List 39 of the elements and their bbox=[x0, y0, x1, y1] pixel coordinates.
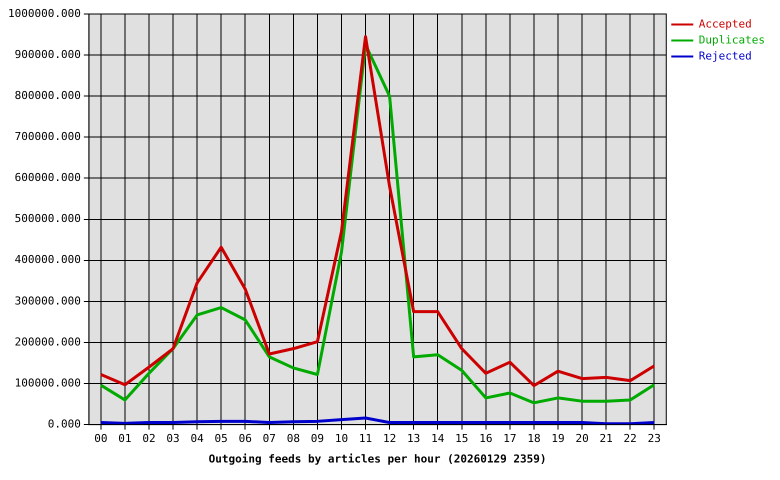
x-tick-label: 14 bbox=[431, 432, 445, 446]
x-tick-label: 13 bbox=[407, 432, 420, 446]
y-tick-label: 600000.000 bbox=[14, 171, 81, 184]
x-tick-label: 18 bbox=[527, 432, 541, 446]
x-tick-label: 09 bbox=[310, 432, 324, 446]
y-tick-label: 100000.000 bbox=[14, 376, 81, 390]
x-tick-label: 02 bbox=[142, 432, 156, 446]
x-tick-label: 01 bbox=[118, 432, 132, 446]
x-tick-label: 05 bbox=[214, 432, 228, 446]
y-tick-label: 900000.000 bbox=[14, 48, 81, 61]
x-axis-title: Outgoing feeds by articles per hour (20260129 2359) bbox=[208, 452, 546, 466]
y-tick-label: 300000.000 bbox=[14, 294, 81, 308]
x-tick-label: 08 bbox=[286, 432, 300, 446]
x-tick-label: 17 bbox=[503, 432, 517, 446]
x-tick-label: 07 bbox=[262, 432, 276, 446]
y-tick-label: 500000.000 bbox=[14, 212, 81, 226]
x-tick-label: 00 bbox=[94, 432, 108, 446]
x-tick-label: 04 bbox=[190, 432, 204, 446]
legend-label: Rejected bbox=[698, 49, 752, 62]
y-tick-label: 400000.000 bbox=[14, 253, 81, 266]
x-tick-label: 12 bbox=[382, 432, 396, 446]
x-tick-label: 20 bbox=[575, 432, 589, 446]
x-tick-label: 15 bbox=[455, 432, 468, 446]
x-tick-label: 21 bbox=[600, 432, 613, 446]
y-tick-label: 0.000 bbox=[48, 417, 81, 430]
x-tick-label: 16 bbox=[479, 432, 492, 446]
x-tick-label: 03 bbox=[166, 432, 180, 446]
legend-label: Duplicates bbox=[698, 33, 766, 46]
x-tick-label: 11 bbox=[358, 432, 372, 446]
x-tick-label: 22 bbox=[624, 432, 637, 446]
x-tick-label: 19 bbox=[551, 432, 565, 446]
x-tick-label: 06 bbox=[238, 432, 252, 446]
x-tick-label: 10 bbox=[334, 432, 348, 446]
y-tick-label: 700000.000 bbox=[14, 130, 81, 144]
y-tick-label: 1000000.000 bbox=[8, 6, 81, 20]
y-tick-label: 800000.000 bbox=[14, 88, 81, 102]
legend-label: Accepted bbox=[698, 17, 752, 30]
y-tick-label: 200000.000 bbox=[14, 335, 81, 348]
x-tick-label: 23 bbox=[648, 432, 661, 446]
